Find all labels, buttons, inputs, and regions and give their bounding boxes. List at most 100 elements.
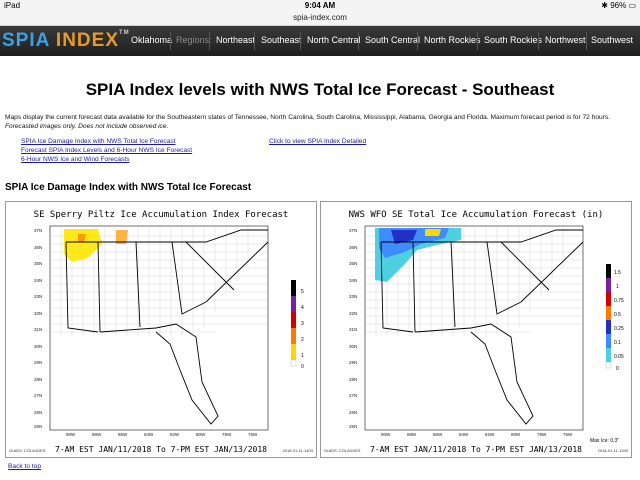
map-title: NWS WFO SE Total Ice Accumulation Foreca… bbox=[348, 210, 604, 220]
lat-label: 37N bbox=[34, 228, 42, 233]
nav-oklahoma[interactable]: Oklahoma bbox=[131, 35, 173, 45]
lat-label: 27N bbox=[349, 393, 357, 398]
state-boundaries bbox=[380, 229, 584, 425]
legend-label: 4 bbox=[301, 305, 304, 311]
lat-label: 36N bbox=[349, 245, 357, 250]
nav-divider bbox=[417, 32, 418, 50]
map-graphic: 37N 36N 35N 34N 33N 32N 31N 30N 29N 28N … bbox=[349, 225, 624, 437]
state-boundaries bbox=[65, 229, 269, 425]
nav-divider bbox=[209, 32, 210, 50]
clock: 9:04 AM bbox=[304, 1, 336, 10]
legend-label: 5 bbox=[301, 289, 304, 295]
link-ice-damage-index[interactable]: SPIA Ice Damage Index with NWS Total Ice… bbox=[21, 138, 176, 145]
lat-label: 36N bbox=[34, 245, 42, 250]
nav-divider bbox=[300, 32, 301, 50]
lat-label: 29N bbox=[349, 360, 357, 365]
legend-label: 0 bbox=[616, 366, 619, 372]
lon-label: 86W bbox=[118, 432, 128, 437]
legend-label: 1.5 bbox=[614, 270, 621, 276]
nav-divider bbox=[477, 32, 478, 50]
lat-label: 35N bbox=[349, 261, 357, 266]
description-text: Maps display the current forecast data a… bbox=[5, 114, 610, 121]
lat-label: 32N bbox=[34, 311, 42, 316]
color-legend: 5 4 3 2 1 0 bbox=[290, 280, 304, 370]
legend-label: 1 bbox=[616, 284, 619, 290]
description-note: Forecasted images only. Does not include… bbox=[5, 123, 169, 130]
lat-label: 29N bbox=[34, 360, 42, 365]
nav-northwest[interactable]: Northwest bbox=[545, 35, 586, 45]
lat-label: 30N bbox=[349, 344, 357, 349]
lon-label: 88W bbox=[407, 432, 417, 437]
map-time-range: 7-AM EST JAN/11/2018 To 7-PM EST JAN/13/… bbox=[55, 445, 267, 454]
link-forecast-spia-levels[interactable]: Forecast SPIA Index Levels and 6-Hour NW… bbox=[21, 147, 193, 154]
map-timestamp: 2018-01-11-1349 bbox=[597, 448, 628, 453]
lat-label: 34N bbox=[349, 278, 357, 283]
nav-divider bbox=[254, 32, 255, 50]
nav-regions-label: Regions: bbox=[176, 35, 212, 45]
back-to-top-link[interactable]: Back to top bbox=[8, 463, 41, 470]
legend-label: 0.1 bbox=[614, 340, 621, 346]
lat-label: 30N bbox=[34, 344, 42, 349]
lon-label: 84W bbox=[144, 432, 154, 437]
lat-label: 26N bbox=[34, 410, 42, 415]
battery-indicator: ✱ 96% ▭ bbox=[601, 1, 636, 10]
lon-label: 82W bbox=[485, 432, 495, 437]
lon-label: 78W bbox=[537, 432, 547, 437]
lon-label: 78W bbox=[222, 432, 232, 437]
lon-label: 80W bbox=[511, 432, 521, 437]
nav-south-central[interactable]: South Central bbox=[365, 35, 421, 45]
nav-northeast[interactable]: Northeast bbox=[216, 35, 256, 45]
nws-ice-forecast-map[interactable]: NWS WFO SE Total Ice Accumulation Foreca… bbox=[320, 201, 632, 458]
nav-southeast[interactable]: Southeast bbox=[261, 35, 302, 45]
lat-label: 25N bbox=[34, 424, 42, 429]
nav-divider bbox=[586, 32, 587, 50]
ice-level-2-spot bbox=[78, 234, 86, 242]
url-bar[interactable]: spia-index.com bbox=[0, 11, 640, 26]
nav-north-central[interactable]: North Central bbox=[307, 35, 361, 45]
map-credit: GrADS: COLA/IGES bbox=[9, 448, 46, 453]
lat-label: 33N bbox=[34, 294, 42, 299]
link-spia-detailed[interactable]: Click to view SPIA Index Detailed bbox=[269, 138, 367, 145]
spia-logo[interactable]: SPIA INDEXTM bbox=[2, 30, 130, 51]
ice-yellow-spot bbox=[425, 229, 441, 236]
section-title: SPIA Ice Damage Index with NWS Total Ice… bbox=[5, 182, 252, 193]
map-credit: GrADS: COLA/IGES bbox=[324, 448, 361, 453]
link-six-hour-forecasts[interactable]: 6-Hour NWS Ice and Wind Forecasts bbox=[21, 156, 130, 163]
nav-divider bbox=[170, 32, 171, 50]
bluetooth-icon: ✱ bbox=[601, 1, 608, 10]
lon-label: 80W bbox=[196, 432, 206, 437]
legend-label: 2 bbox=[301, 337, 304, 343]
map-timestamp: 2018-01-11-1403 bbox=[282, 448, 313, 453]
lat-label: 28N bbox=[349, 377, 357, 382]
lon-label: 90W bbox=[381, 432, 391, 437]
max-ice-label: Max Ice: 0.3" bbox=[589, 438, 619, 444]
lat-label: 26N bbox=[349, 410, 357, 415]
ice-level-2-area bbox=[116, 230, 128, 244]
ice-level-1-area bbox=[64, 229, 102, 262]
lat-label: 35N bbox=[34, 261, 42, 266]
spia-index-map[interactable]: SE Sperry Piltz Ice Accumulation Index F… bbox=[5, 201, 317, 458]
nav-north-rockies[interactable]: North Rockies bbox=[424, 35, 481, 45]
lon-label: 76W bbox=[563, 432, 573, 437]
legend-label: 0.25 bbox=[614, 326, 624, 332]
battery-percent: 96% bbox=[610, 1, 627, 10]
lat-label: 34N bbox=[34, 278, 42, 283]
lon-label: 76W bbox=[248, 432, 258, 437]
map-graphic: 37N 36N 35N 34N 33N 32N 31N 30N 29N 28N … bbox=[34, 225, 304, 437]
legend-label: 0.5 bbox=[614, 312, 621, 318]
battery-icon: ▭ bbox=[628, 1, 636, 10]
lon-label: 84W bbox=[459, 432, 469, 437]
page-title: SPIA Index levels with NWS Total Ice For… bbox=[85, 80, 555, 99]
lat-label: 25N bbox=[349, 424, 357, 429]
legend-label: 3 bbox=[301, 321, 304, 327]
device-label: iPad bbox=[4, 1, 21, 10]
lon-label: 86W bbox=[433, 432, 443, 437]
page-description: Maps display the current forecast data a… bbox=[5, 113, 633, 131]
legend-label: 0.05 bbox=[614, 354, 624, 360]
map-title: SE Sperry Piltz Ice Accumulation Index F… bbox=[33, 210, 289, 220]
lat-label: 37N bbox=[349, 228, 357, 233]
nav-south-rockies[interactable]: South Rockies bbox=[484, 35, 543, 45]
nav-southwest[interactable]: Southwest bbox=[591, 35, 634, 45]
lat-label: 32N bbox=[349, 311, 357, 316]
lat-label: 31N bbox=[349, 327, 357, 332]
